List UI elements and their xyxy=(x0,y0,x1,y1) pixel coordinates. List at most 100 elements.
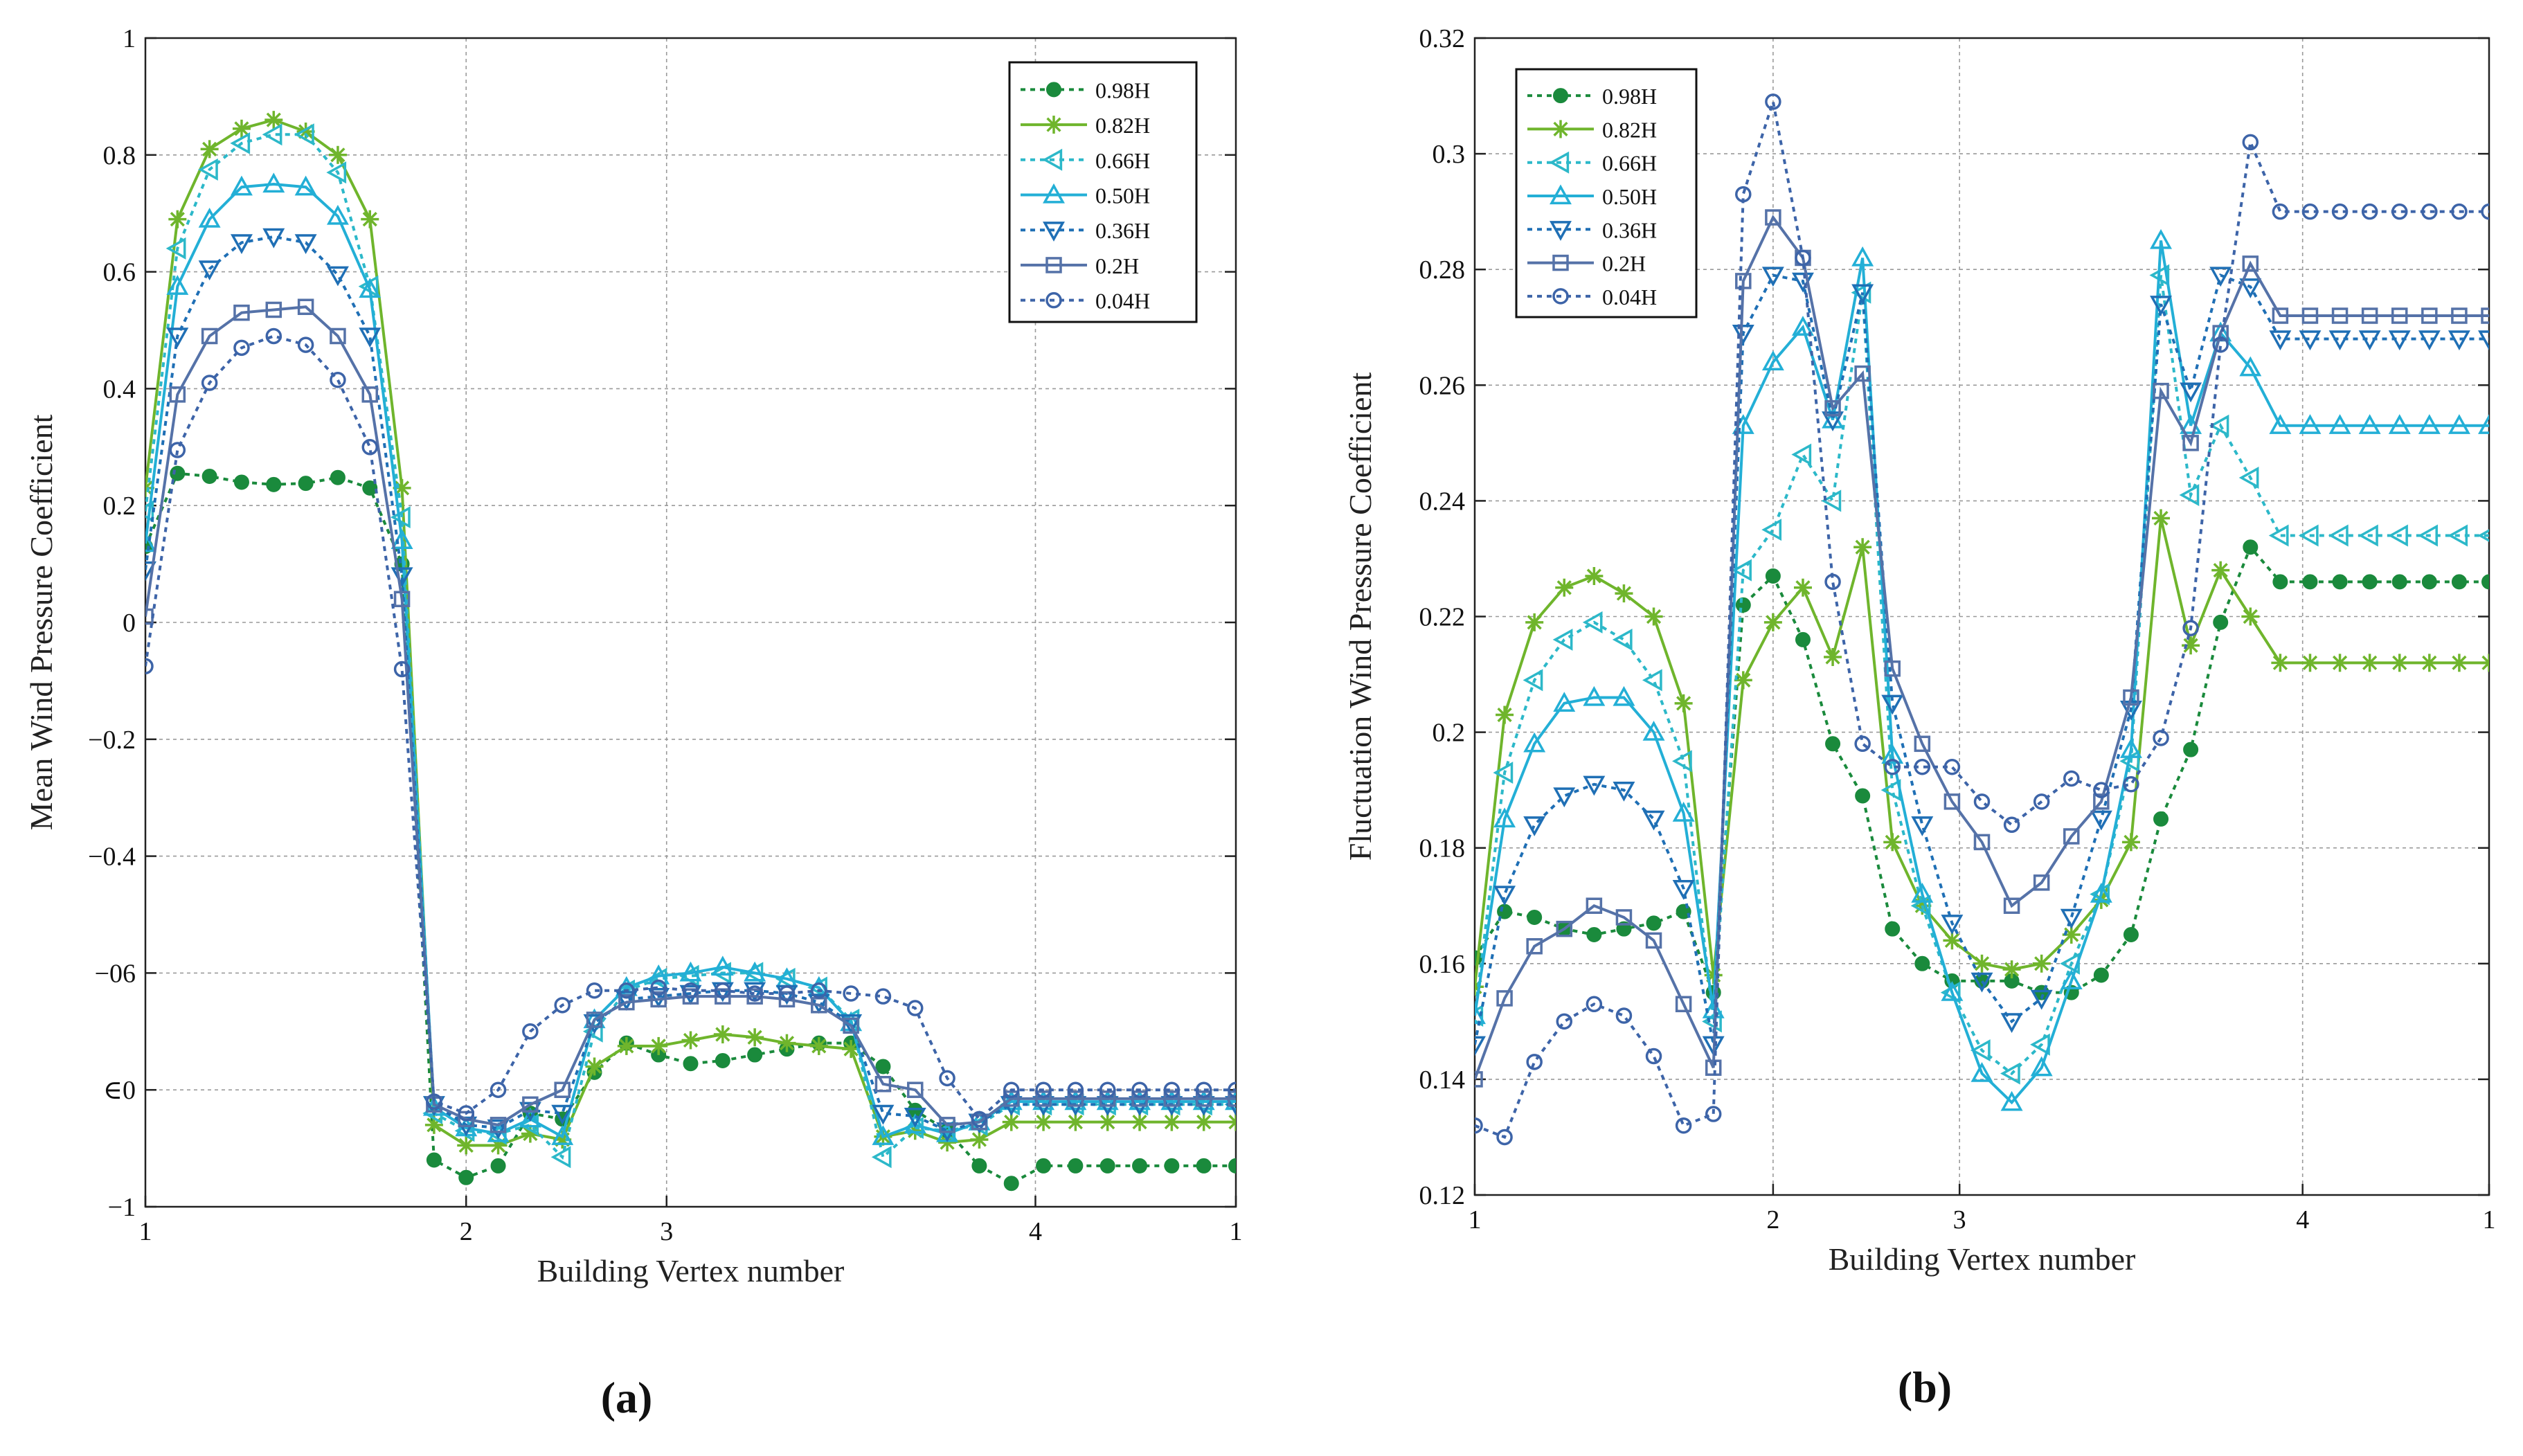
data-point xyxy=(1613,685,1635,706)
data-point xyxy=(2179,484,2200,507)
data-point xyxy=(201,375,218,391)
y-tick-label: 0.32 xyxy=(1419,24,1466,53)
data-point xyxy=(907,1081,924,1098)
data-point xyxy=(2298,524,2319,547)
data-point xyxy=(2358,414,2381,434)
data-point xyxy=(1164,1158,1180,1174)
data-point xyxy=(145,561,156,582)
data-point xyxy=(872,1125,895,1145)
series-0.82H xyxy=(1475,509,2489,996)
data-point xyxy=(2242,255,2259,272)
data-point xyxy=(1555,578,1574,597)
data-point xyxy=(2420,654,2439,672)
data-point xyxy=(1645,932,1662,949)
data-point xyxy=(1914,758,1931,775)
data-point xyxy=(265,301,282,318)
y-tick-label: 0.6 xyxy=(103,258,136,287)
series-line xyxy=(145,182,1236,1139)
data-point xyxy=(618,982,635,999)
data-point xyxy=(361,386,379,403)
data-point xyxy=(1615,584,1633,603)
legend-marker xyxy=(1043,222,1065,242)
data-point xyxy=(230,132,251,154)
data-point xyxy=(298,476,314,492)
data-point xyxy=(359,278,381,298)
data-point xyxy=(2271,654,2290,672)
data-point xyxy=(1131,1113,1149,1131)
data-point xyxy=(1195,1081,1212,1098)
data-point xyxy=(1883,833,1902,852)
y-tick-label: 1 xyxy=(123,24,136,53)
data-point xyxy=(551,1104,574,1125)
data-point xyxy=(1672,801,1695,822)
chart-a: −1 ∈0 −06 −0.4 −0.2 0 0.2 0.4 0.6 0.8 1 1 2 3 4 1 Buildi… xyxy=(24,24,1243,1422)
data-point xyxy=(458,1169,474,1185)
data-point xyxy=(971,1158,987,1174)
data-point xyxy=(1225,1090,1236,1111)
data-point xyxy=(361,210,379,228)
data-point xyxy=(1821,489,1842,512)
y-tick-label: 0.2 xyxy=(1433,719,1466,748)
data-point xyxy=(2418,414,2441,434)
data-point xyxy=(746,1028,764,1047)
data-point xyxy=(2361,203,2378,220)
data-point xyxy=(233,474,249,490)
data-point xyxy=(904,1108,926,1128)
data-point xyxy=(1735,186,1752,203)
data-point xyxy=(1032,1090,1055,1111)
legend-label: 0.36H xyxy=(1602,217,1657,242)
data-point xyxy=(1553,787,1576,808)
legend-box xyxy=(1515,68,1698,318)
data-point xyxy=(1761,350,1784,371)
y-tick-label: 0.28 xyxy=(1419,255,1466,285)
data-point xyxy=(2391,307,2408,324)
data-point xyxy=(2360,654,2379,672)
x-tick-label: 1 xyxy=(139,1217,152,1246)
series-line xyxy=(1475,215,2489,1080)
y-tick-label: 0.22 xyxy=(1419,603,1466,632)
data-point xyxy=(2060,969,2083,990)
data-point xyxy=(1067,1081,1084,1098)
data-point xyxy=(393,660,411,678)
data-point xyxy=(2093,793,2110,810)
data-point xyxy=(1131,1090,1148,1107)
data-point xyxy=(811,982,827,999)
data-point xyxy=(2243,539,2259,555)
data-point xyxy=(1064,1090,1087,1111)
data-point xyxy=(1791,443,1812,466)
data-point xyxy=(2328,414,2351,434)
x-tick-label: 2 xyxy=(1766,1205,1779,1234)
panel-label: (a) xyxy=(601,1373,653,1422)
series-0.04H xyxy=(1475,93,2489,1146)
data-point xyxy=(1163,1090,1180,1107)
data-point xyxy=(1761,267,1784,287)
data-point xyxy=(715,982,731,999)
data-point xyxy=(1475,1005,1484,1027)
data-point xyxy=(2182,620,2199,636)
series-0.82H xyxy=(145,111,1236,1155)
data-point xyxy=(233,304,250,321)
chart-b: 0.12 0.14 0.16 0.18 0.2 0.22 0.24 0.26 0.28 0.3 0.… xyxy=(1343,24,2496,1412)
data-point xyxy=(1003,1081,1020,1098)
data-point xyxy=(1162,1113,1181,1131)
data-point xyxy=(390,506,411,529)
data-point xyxy=(1003,1176,1019,1192)
data-point xyxy=(1911,816,1934,836)
data-point xyxy=(907,1000,924,1016)
data-point xyxy=(1493,886,1516,906)
y-tick-label: 0.26 xyxy=(1419,371,1466,400)
data-point xyxy=(1132,1158,1148,1174)
data-point xyxy=(426,1152,442,1168)
data-point xyxy=(871,1146,892,1169)
series-line xyxy=(1475,101,2489,1140)
data-point xyxy=(1973,954,1991,973)
data-point xyxy=(2000,1062,2020,1085)
data-point xyxy=(1732,559,1752,582)
data-point xyxy=(1493,807,1516,828)
data-point xyxy=(264,111,283,129)
y-tick-label: −06 xyxy=(95,959,136,988)
data-point xyxy=(1096,1090,1119,1111)
data-point xyxy=(1791,316,1814,336)
data-point xyxy=(1068,1158,1084,1174)
x-tick-label: 4 xyxy=(2296,1205,2309,1234)
